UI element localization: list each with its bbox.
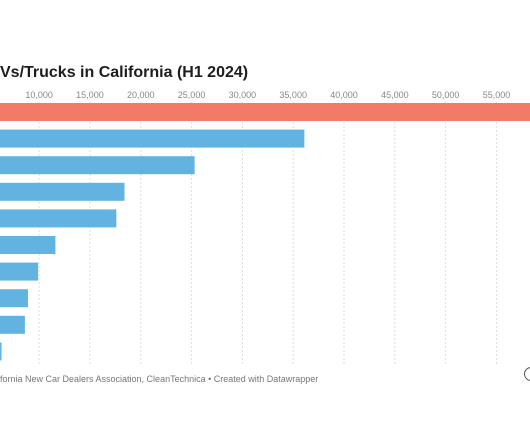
bars — [0, 103, 530, 361]
bar-5 — [0, 236, 56, 254]
bar-3 — [0, 182, 125, 201]
source-note: fornia New Car Dealers Association, Clea… — [0, 374, 319, 384]
bar-8 — [0, 315, 25, 334]
bar-1 — [0, 129, 305, 148]
x-axis-ticks: 10,000 15,000 20,000 25,000 30,000 35,000 40,0… — [25, 90, 510, 100]
bar-0 — [0, 103, 530, 121]
x-tick-label-2: 20,000 — [127, 90, 155, 100]
x-tick-label-1: 15,000 — [76, 90, 104, 100]
bar-2 — [0, 156, 195, 175]
x-tick-label-3: 25,000 — [178, 90, 206, 100]
x-tick-label-0: 10,000 — [25, 90, 53, 100]
x-tick-label-9: 55,000 — [483, 90, 511, 100]
x-tick-label-5: 35,000 — [279, 90, 307, 100]
x-tick-label-8: 50,000 — [432, 90, 460, 100]
bar-9 — [0, 342, 2, 361]
x-tick-label-7: 45,000 — [381, 90, 409, 100]
bar-7 — [0, 289, 28, 308]
chart-title: Vs/Trucks in California (H1 2024) — [0, 64, 249, 81]
x-tick-label-6: 40,000 — [330, 90, 358, 100]
bar-6 — [0, 262, 39, 281]
x-tick-label-4: 30,000 — [229, 90, 257, 100]
bar-4 — [0, 209, 117, 228]
